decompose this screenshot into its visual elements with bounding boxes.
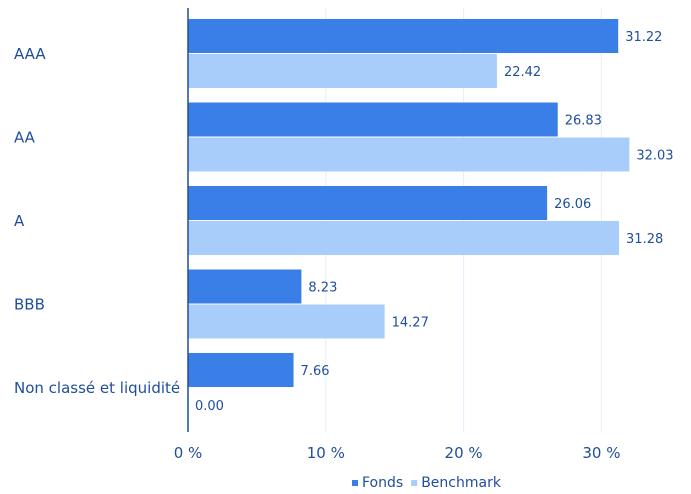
- data-label: 31.28: [626, 232, 663, 247]
- data-label: 26.06: [554, 197, 591, 212]
- bars: [188, 19, 630, 387]
- bar-fonds: [188, 102, 558, 137]
- legend-label: Fonds: [362, 475, 403, 491]
- bar-benchmark: [188, 304, 385, 339]
- data-label: 0.00: [195, 399, 224, 414]
- category-label: AA: [14, 129, 36, 147]
- bar-fonds: [188, 186, 548, 220]
- data-label: 22.42: [504, 65, 541, 80]
- bar-benchmark: [188, 54, 497, 88]
- data-label: 32.03: [636, 149, 673, 164]
- data-label: 8.23: [308, 281, 337, 296]
- data-label: 26.83: [565, 114, 602, 129]
- category-label: A: [14, 212, 25, 230]
- category-label: BBB: [14, 296, 45, 314]
- data-label: 7.66: [301, 364, 330, 379]
- x-axis-ticks: 0 % 10 % 20 % 30 %: [174, 444, 621, 462]
- bar-benchmark: [188, 137, 630, 172]
- data-label: 31.22: [625, 30, 662, 45]
- legend: Fonds Benchmark: [352, 475, 502, 491]
- bar-fonds: [188, 353, 294, 387]
- x-tick-label: 20 %: [445, 444, 483, 462]
- bar-fonds: [188, 19, 619, 53]
- category-label: Non classé et liquidité: [14, 379, 180, 397]
- bar-benchmark: [188, 221, 620, 255]
- legend-label: Benchmark: [421, 475, 502, 491]
- x-tick-label: 30 %: [582, 444, 620, 462]
- legend-swatch: [352, 480, 358, 486]
- data-labels: 31.22 22.42 26.83 32.03 26.06 31.28 8.23 14.27 7…: [195, 30, 674, 414]
- category-label: AAA: [14, 45, 46, 63]
- x-tick-label: 10 %: [307, 444, 345, 462]
- bar-fonds: [188, 269, 302, 304]
- legend-swatch: [411, 480, 418, 486]
- x-tick-label: 0 %: [174, 444, 203, 462]
- data-label: 14.27: [392, 316, 429, 331]
